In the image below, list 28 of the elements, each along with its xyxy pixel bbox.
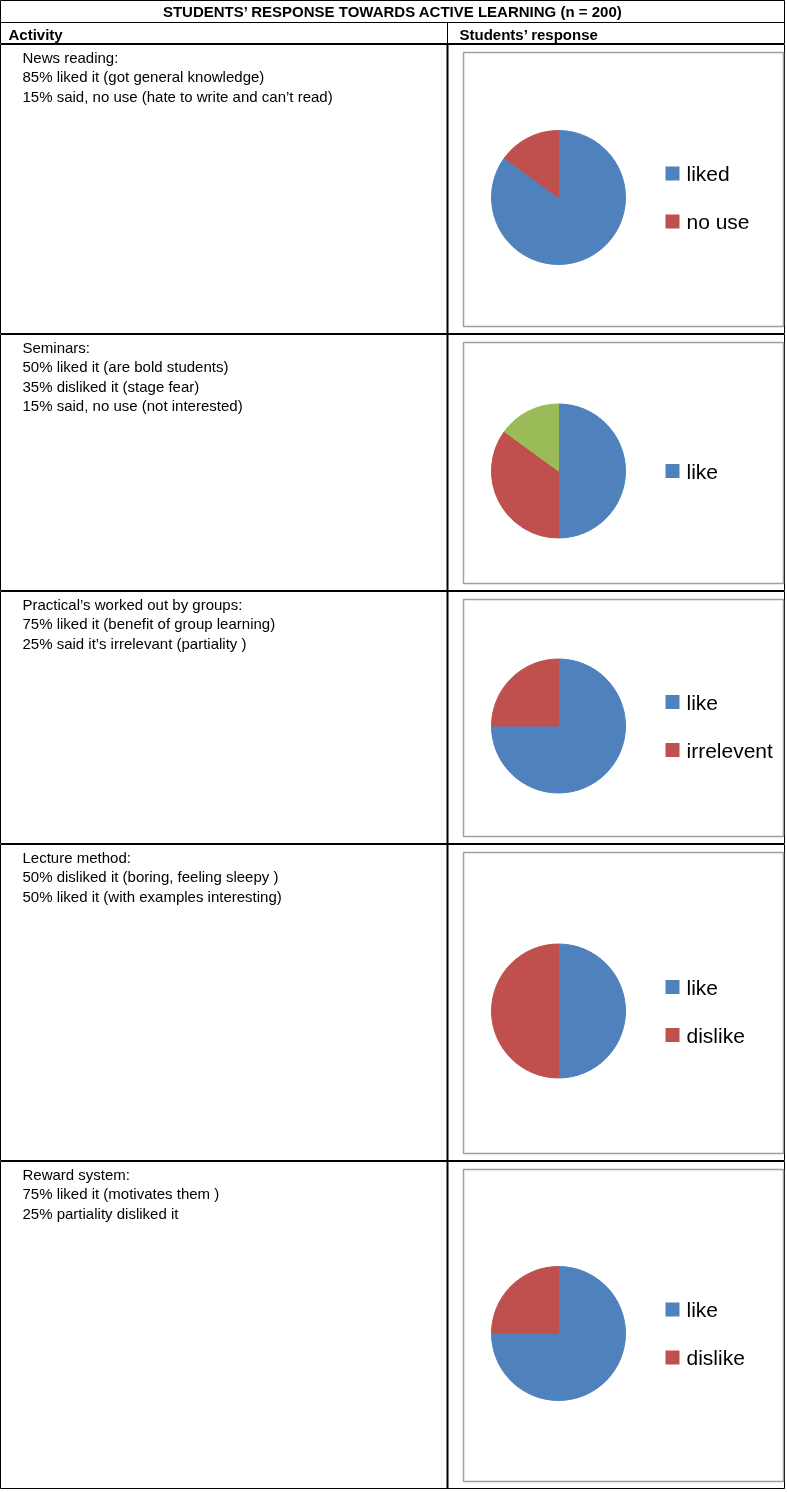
text: 25% partiality disliked it <box>22 1204 180 1222</box>
legend-label: dislike <box>686 1023 745 1047</box>
legend-label: like <box>686 690 719 714</box>
text: Activity <box>8 25 64 43</box>
text: 25% said it’s irrelevant (partiality ) <box>22 634 247 652</box>
text: 75% liked it (motivates them ) <box>22 1185 220 1202</box>
text: Reward system: <box>22 1165 131 1183</box>
text: 35% disliked it (stage fear) <box>22 377 200 395</box>
text: News reading: <box>22 48 119 66</box>
text: 15% said, no use (hate to write and can’t read) <box>22 87 333 105</box>
legend-label: like <box>686 1298 719 1321</box>
text: Lecture method: <box>22 848 131 866</box>
text: Seminars: <box>22 338 91 356</box>
text: 75% liked it (benefit of group learning) <box>22 615 276 632</box>
legend-label: like <box>686 459 719 483</box>
text: 50% liked it (with examples interesting) <box>22 887 282 905</box>
text: 85% liked it (got general knowledge) <box>22 68 265 85</box>
text: STUDENTS’ RESPONSE TOWARDS ACTIVE LEARNING (n = 200) <box>162 2 622 20</box>
legend-label: no use <box>686 210 750 233</box>
text: 50% disliked it (boring, feeling sleepy ) <box>22 868 279 885</box>
legend-label: liked <box>686 162 730 185</box>
text: 50% liked it (are bold students) <box>22 358 229 375</box>
text: Students’ response <box>459 25 598 43</box>
legend-label: irrelevent <box>686 738 774 762</box>
legend-label: dislike <box>686 1346 745 1369</box>
legend-label: like <box>686 975 719 999</box>
text: Practical’s worked out by groups: <box>22 595 243 613</box>
text: 15% said, no use (not interested) <box>22 397 243 414</box>
